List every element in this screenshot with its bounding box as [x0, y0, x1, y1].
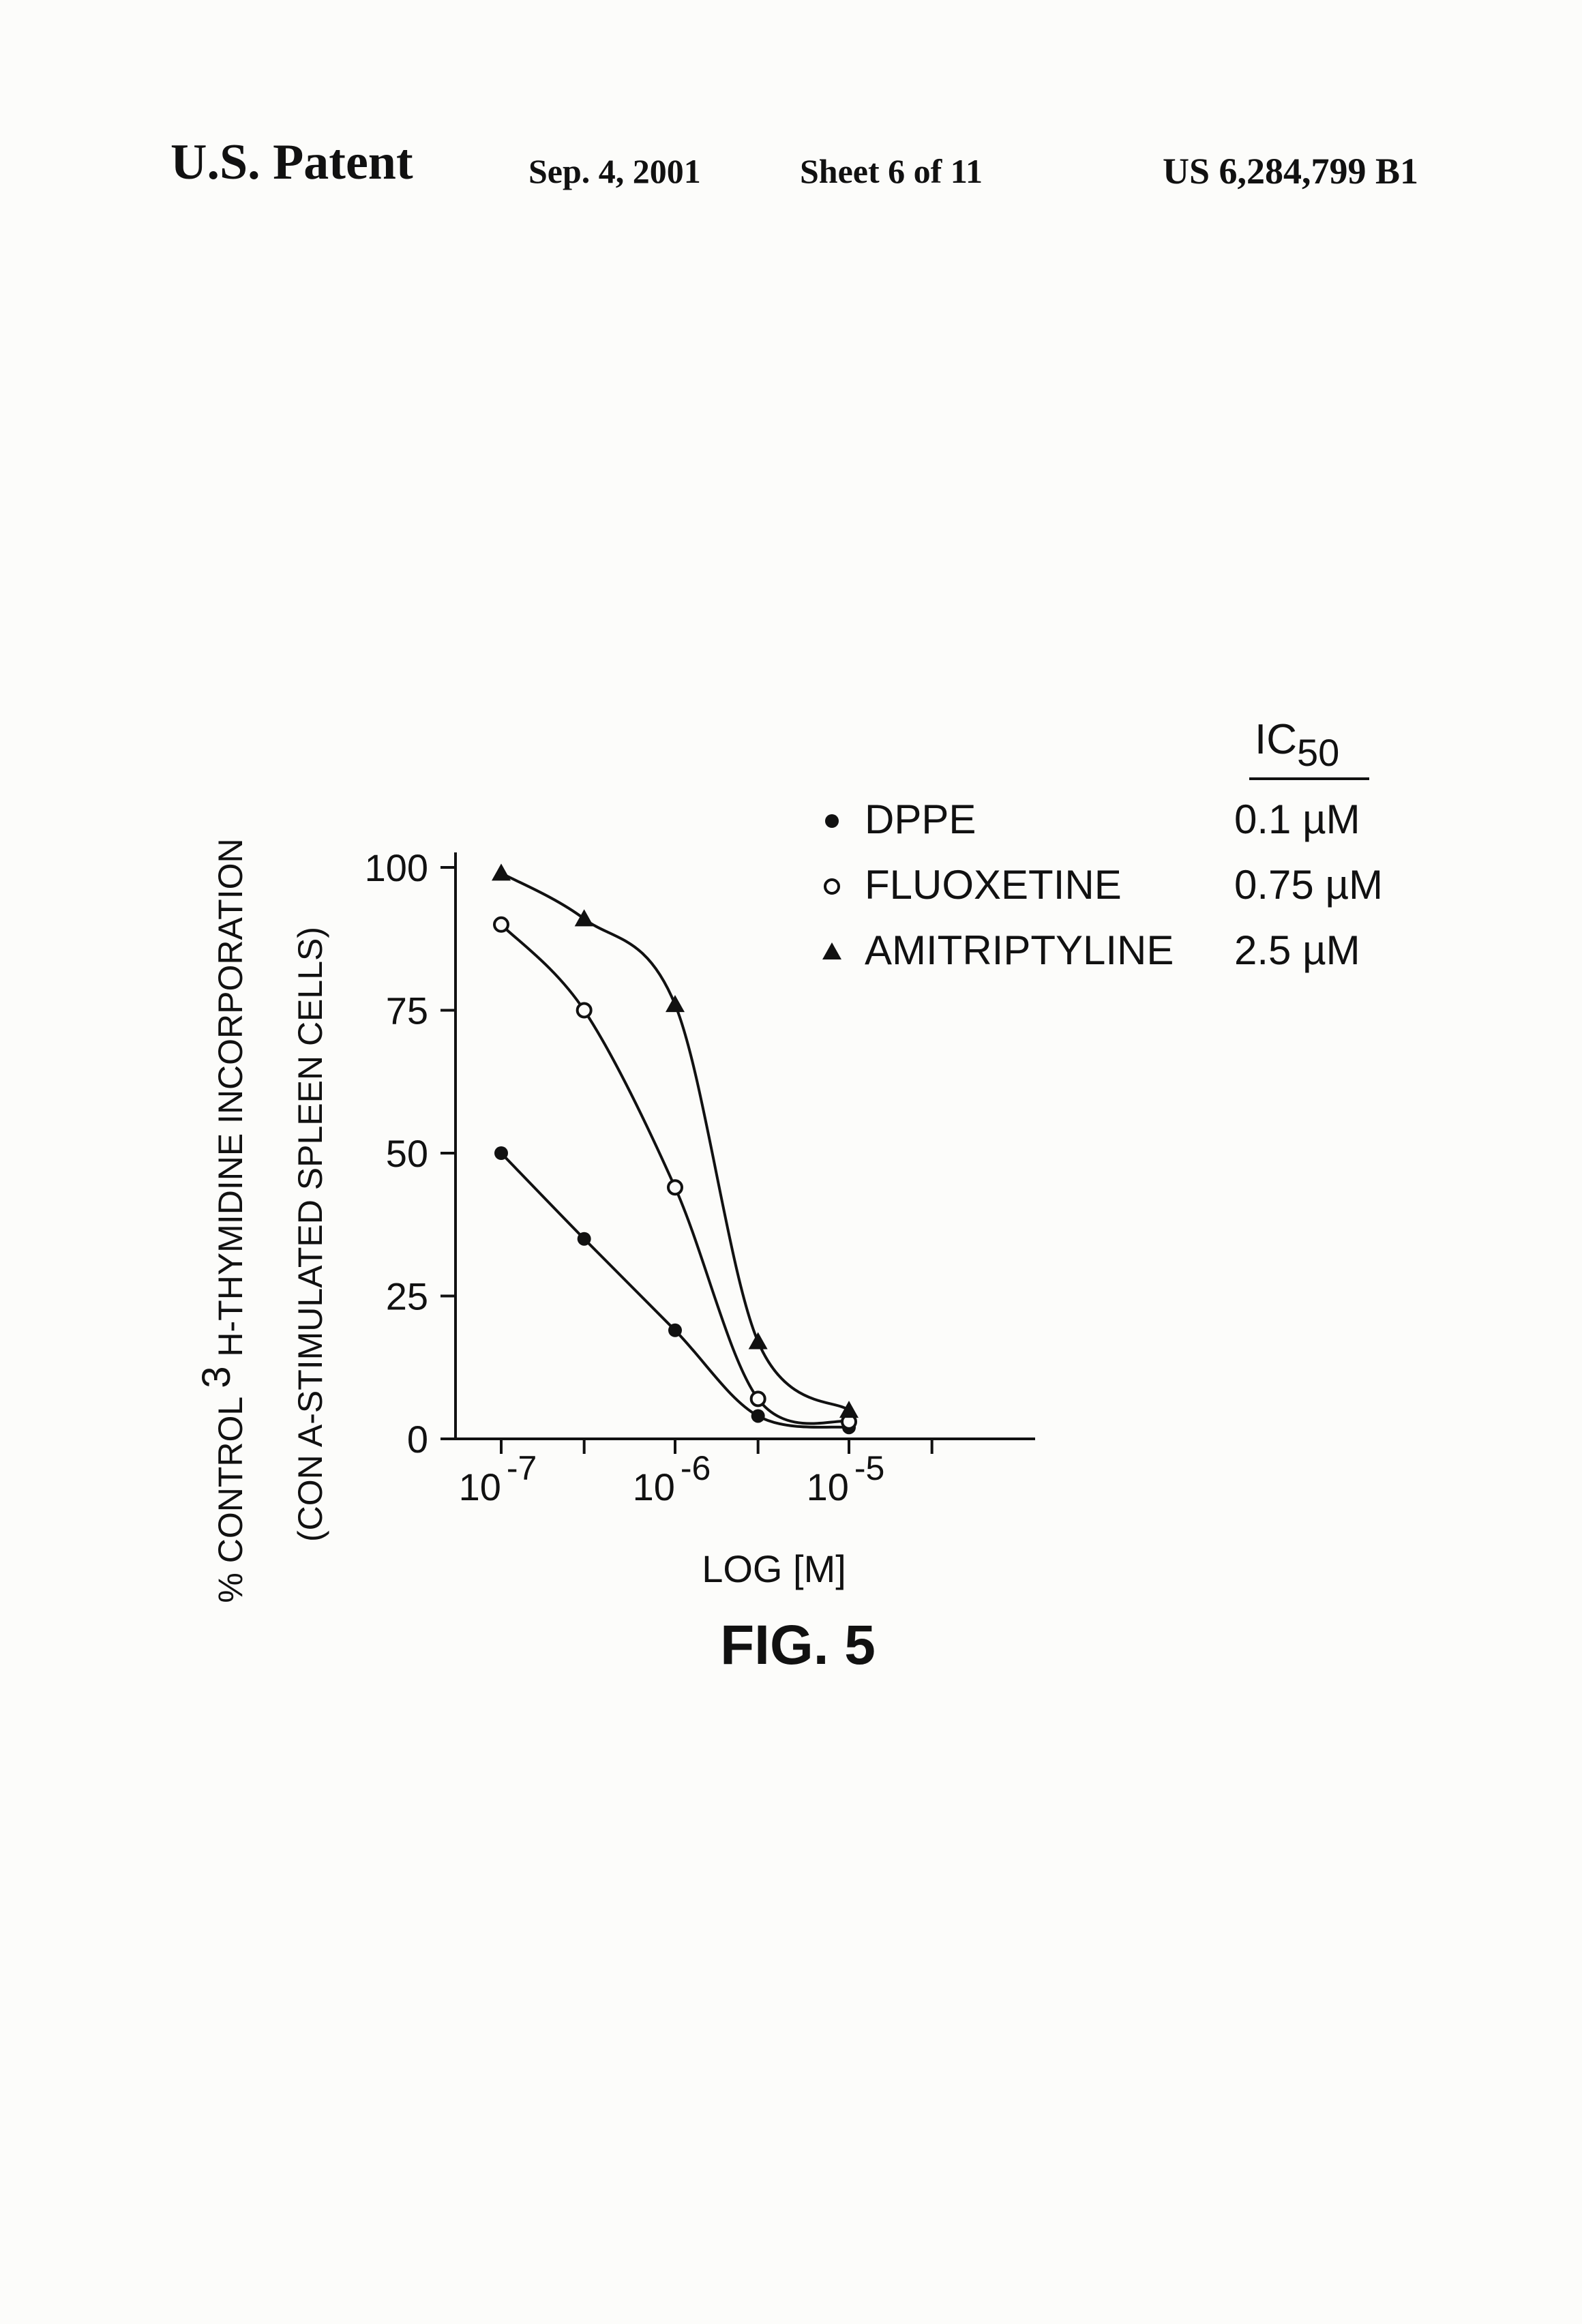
y-axis-label-line2: (CON A-STIMULATED SPLEEN CELLS) [291, 927, 329, 1542]
legend-marker-dppe [825, 814, 839, 828]
x-tick-label: 10-6 [633, 1449, 711, 1508]
y-axis-label-line1: % CONTROL 3 H-THYMIDINE INCORPORATION [194, 838, 250, 1603]
x-tick-label: 10-5 [807, 1449, 885, 1508]
legend-marker-amitriptyline [822, 942, 841, 959]
figure-label: FIG. 5 [720, 1614, 876, 1676]
y-tick-label: 75 [386, 989, 428, 1032]
series-curves [501, 873, 849, 1427]
y-ticks: 0 25 50 75 100 [365, 846, 456, 1461]
amitriptyline-point [839, 1401, 859, 1418]
y-tick-label: 50 [386, 1132, 428, 1175]
legend-label-amitriptyline: AMITRIPTYLINE [865, 927, 1174, 973]
legend: IC50 DPPE 0.1 µM FLUOXETINE 0.75 µM AMITRIPT… [822, 716, 1383, 973]
dppe-point [494, 1146, 508, 1160]
fluoxetine-point [494, 918, 508, 932]
y-tick-label: 0 [407, 1418, 428, 1461]
amitriptyline-point [575, 909, 594, 926]
legend-label-dppe: DPPE [865, 796, 976, 842]
dppe-point [578, 1232, 591, 1246]
dppe-point [668, 1324, 682, 1337]
amitriptyline-point [749, 1332, 768, 1350]
dppe-point [751, 1409, 765, 1422]
amitriptyline-point [492, 863, 511, 880]
y-tick-label: 100 [365, 846, 428, 889]
fluoxetine-point [578, 1004, 591, 1017]
amitriptyline-point [666, 995, 685, 1012]
x-ticks: 10-7 10-6 10-5 [459, 1439, 932, 1508]
legend-title: IC50 [1255, 716, 1339, 774]
fluoxetine-point [751, 1392, 765, 1405]
series-markers [492, 863, 859, 1434]
legend-label-fluoxetine: FLUOXETINE [865, 862, 1122, 908]
legend-ic50-fluoxetine: 0.75 µM [1234, 862, 1383, 908]
x-axis-label: LOG [M] [702, 1547, 846, 1590]
y-tick-label: 25 [386, 1275, 428, 1318]
fluoxetine-point [668, 1180, 682, 1194]
legend-ic50-dppe: 0.1 µM [1234, 796, 1360, 842]
legend-marker-fluoxetine [825, 880, 839, 893]
x-tick-label: 10-7 [459, 1449, 537, 1508]
legend-ic50-amitriptyline: 2.5 µM [1234, 927, 1360, 973]
